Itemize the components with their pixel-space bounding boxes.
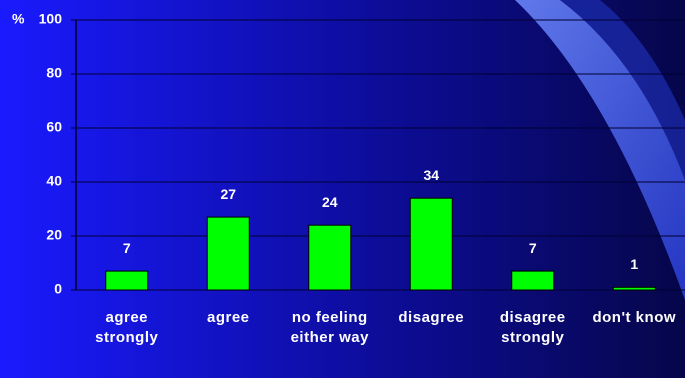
x-tick-label: disagree strongly (499, 309, 566, 346)
bar (511, 270, 555, 291)
value-label: 24 (322, 194, 338, 210)
value-label: 7 (123, 240, 131, 256)
y-tick-label: 20 (46, 227, 62, 243)
y-tick-label: 40 (46, 173, 62, 189)
bar (105, 270, 149, 291)
bar (308, 224, 352, 291)
bar (612, 286, 656, 291)
swoosh (515, 0, 685, 300)
bar (409, 197, 453, 291)
y-tick-label: 80 (46, 65, 62, 81)
value-label: 34 (423, 167, 439, 183)
x-tick-label: no feeling either way (290, 309, 369, 346)
value-label: 1 (630, 256, 638, 272)
y-tick-label: 60 (46, 119, 62, 135)
bar (206, 216, 250, 291)
swoosh-inner (560, 0, 685, 180)
value-label: 27 (220, 186, 236, 202)
x-tick-label: don't know (592, 309, 677, 326)
x-tick-label: agree (206, 309, 250, 326)
y-tick-label: 0 (54, 281, 62, 297)
y-axis-label: % (12, 11, 25, 27)
x-tick-label: disagree (398, 309, 465, 326)
value-label: 7 (529, 240, 537, 256)
x-tick-label: agree strongly (95, 309, 159, 346)
y-tick-label: 100 (39, 11, 63, 27)
